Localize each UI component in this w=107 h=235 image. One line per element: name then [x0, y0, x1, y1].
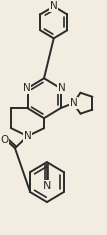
Text: N: N: [50, 1, 58, 11]
Text: N: N: [70, 98, 77, 108]
Text: N: N: [23, 83, 30, 93]
Text: N: N: [43, 181, 51, 191]
Text: N: N: [58, 83, 65, 93]
Text: O: O: [0, 135, 8, 145]
Text: N: N: [24, 131, 31, 141]
